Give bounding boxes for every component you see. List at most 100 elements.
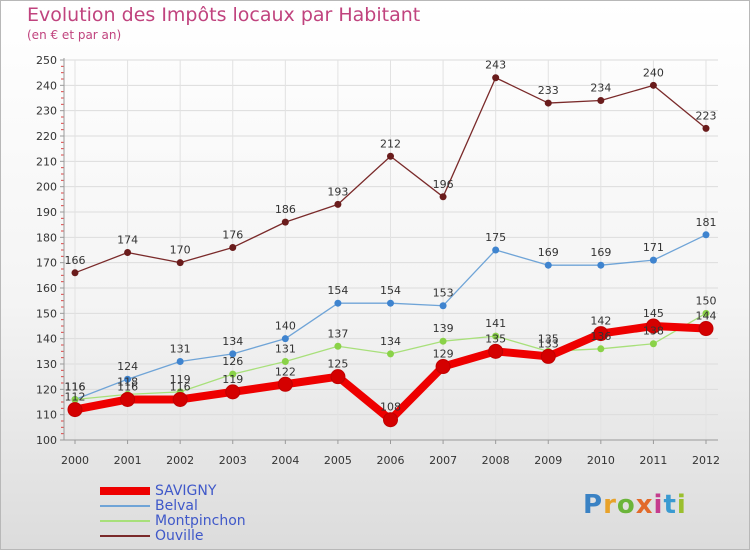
data-label-montpinchon: 118 <box>117 375 138 388</box>
data-point-belval <box>492 246 500 254</box>
data-point-ouville <box>439 193 447 201</box>
x-tick-label: 2008 <box>482 454 510 467</box>
data-point-savigny <box>120 391 136 407</box>
y-tick-label: 110 <box>36 409 57 422</box>
data-point-savigny <box>645 318 661 334</box>
data-label-savigny: 122 <box>275 365 296 378</box>
data-label-ouville: 193 <box>327 185 348 198</box>
x-tick-label: 2012 <box>692 454 720 467</box>
y-tick-label: 180 <box>36 231 57 244</box>
data-label-savigny: 142 <box>590 315 611 328</box>
proxiti-logo: Proxiti <box>583 490 687 520</box>
data-point-montpinchon <box>597 345 605 353</box>
logo-letter: i <box>653 490 664 520</box>
data-point-ouville <box>492 74 500 82</box>
data-label-montpinchon: 138 <box>643 325 664 338</box>
y-tick-label: 150 <box>36 307 57 320</box>
y-tick-label: 250 <box>36 54 57 67</box>
logo-letter: t <box>663 490 677 520</box>
data-label-belval: 116 <box>65 380 86 393</box>
data-label-savigny: 116 <box>170 380 191 393</box>
data-label-montpinchon: 126 <box>222 355 243 368</box>
y-tick-label: 200 <box>36 181 57 194</box>
data-point-ouville <box>124 249 132 257</box>
data-label-savigny: 133 <box>538 337 559 350</box>
y-tick-label: 100 <box>36 434 57 447</box>
data-label-belval: 154 <box>327 284 348 297</box>
data-point-belval <box>281 335 289 343</box>
data-label-savigny: 125 <box>327 358 348 371</box>
logo-letter: o <box>616 490 636 520</box>
y-tick-label: 120 <box>36 383 57 396</box>
data-label-savigny: 145 <box>643 307 664 320</box>
data-label-montpinchon: 134 <box>380 335 401 348</box>
x-tick-label: 2005 <box>324 454 352 467</box>
data-label-montpinchon: 119 <box>170 373 191 386</box>
data-point-belval <box>229 350 237 358</box>
data-label-ouville: 234 <box>590 82 611 95</box>
data-point-belval <box>176 357 184 365</box>
data-point-montpinchon <box>334 342 342 350</box>
data-label-belval: 169 <box>538 246 559 259</box>
data-point-savigny <box>435 359 451 375</box>
data-point-ouville <box>71 269 79 277</box>
data-label-belval: 171 <box>643 241 664 254</box>
data-point-montpinchon <box>439 337 447 345</box>
data-label-montpinchon: 150 <box>696 294 717 307</box>
data-point-savigny <box>698 321 714 337</box>
x-tick-label: 2010 <box>587 454 615 467</box>
logo-letter: P <box>583 490 604 520</box>
data-label-ouville: 233 <box>538 84 559 97</box>
y-tick-label: 140 <box>36 333 57 346</box>
y-tick-label: 220 <box>36 130 57 143</box>
data-point-savigny <box>67 402 83 418</box>
data-label-belval: 140 <box>275 320 296 333</box>
data-point-belval <box>702 231 710 239</box>
x-tick-label: 2011 <box>639 454 667 467</box>
data-label-montpinchon: 137 <box>327 327 348 340</box>
legend-swatch-ouville <box>100 535 150 537</box>
x-tick-label: 2006 <box>377 454 405 467</box>
legend-swatch-montpinchon <box>100 520 150 522</box>
data-label-savigny: 108 <box>380 401 401 414</box>
data-point-ouville <box>702 124 710 132</box>
data-point-savigny <box>383 412 398 428</box>
data-point-belval <box>649 256 657 264</box>
data-label-ouville: 223 <box>696 109 717 122</box>
chart-subtitle: (en € et par an) <box>27 28 122 42</box>
data-point-belval <box>597 261 605 269</box>
data-label-ouville: 212 <box>380 137 401 150</box>
data-point-belval <box>334 299 342 307</box>
x-tick-label: 2003 <box>219 454 247 467</box>
y-tick-label: 130 <box>36 358 57 371</box>
data-label-belval: 169 <box>590 246 611 259</box>
data-point-ouville <box>229 243 237 251</box>
data-label-ouville: 174 <box>117 234 138 247</box>
data-label-montpinchon: 136 <box>590 330 611 343</box>
data-label-ouville: 196 <box>433 178 454 191</box>
x-tick-label: 2009 <box>534 454 562 467</box>
legend-swatch-belval <box>100 505 150 507</box>
x-tick-label: 2004 <box>271 454 299 467</box>
data-point-savigny <box>540 348 556 364</box>
data-label-savigny: 144 <box>696 310 717 323</box>
data-point-montpinchon <box>702 309 710 317</box>
logo-letter: i <box>676 490 687 520</box>
data-label-belval: 181 <box>696 216 717 229</box>
data-label-belval: 131 <box>170 342 191 355</box>
data-label-savigny: 116 <box>117 380 138 393</box>
data-point-montpinchon <box>71 395 79 403</box>
y-tick-label: 210 <box>36 155 57 168</box>
data-label-belval: 153 <box>433 287 454 300</box>
data-point-savigny <box>277 376 293 392</box>
data-point-savigny <box>330 369 346 385</box>
legend-label-montpinchon: Montpinchon <box>155 513 246 529</box>
legend-swatch-savigny <box>100 487 150 495</box>
y-tick-label: 170 <box>36 257 57 270</box>
data-label-savigny: 129 <box>433 348 454 361</box>
y-tick-label: 160 <box>36 282 57 295</box>
legend-label-savigny: SAVIGNY <box>155 483 217 499</box>
data-point-ouville <box>544 99 552 107</box>
